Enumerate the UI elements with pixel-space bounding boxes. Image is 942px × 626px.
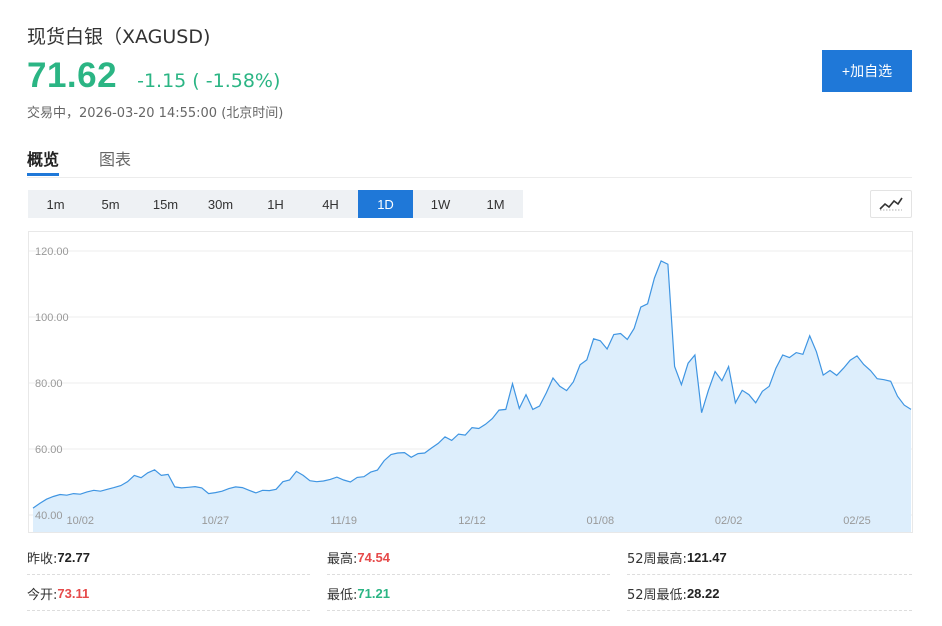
period-1w[interactable]: 1W bbox=[430, 196, 451, 212]
current-price: 71.62 bbox=[27, 56, 118, 95]
price-area-chart: 120.00 100.00 80.00 60.00 40.00 10/02 10/27 11… bbox=[29, 246, 912, 532]
stat-value: 121.47 bbox=[686, 549, 727, 565]
stat-label: 52周最高: bbox=[627, 551, 687, 567]
stat-value: 28.22 bbox=[686, 585, 720, 601]
period-4h[interactable]: 4H bbox=[322, 196, 339, 212]
period-1mo[interactable]: 1M bbox=[486, 196, 505, 212]
stat-label: 最低: bbox=[327, 587, 358, 603]
y-tick-label: 100.00 bbox=[35, 312, 69, 324]
stat-value: 74.54 bbox=[357, 549, 390, 565]
tab-bar: 概览 图表 bbox=[27, 142, 912, 178]
stat-label: 52周最低: bbox=[627, 587, 687, 603]
x-tick-label: 12/12 bbox=[458, 515, 486, 527]
y-tick-label: 80.00 bbox=[35, 378, 63, 390]
trading-status: 交易中，2026-03-20 14:55:00 (北京时间) bbox=[27, 106, 284, 121]
period-1h[interactable]: 1H bbox=[267, 196, 284, 212]
period-5m[interactable]: 5m bbox=[101, 196, 120, 212]
stat-high: 最高: 74.54 bbox=[327, 540, 610, 575]
period-15m[interactable]: 15m bbox=[152, 196, 179, 212]
x-tick-label: 01/08 bbox=[587, 515, 615, 527]
tab-overview[interactable]: 概览 bbox=[27, 146, 60, 176]
stat-low: 最低: 71.21 bbox=[327, 576, 610, 611]
y-tick-label: 60.00 bbox=[35, 444, 63, 456]
x-tick-label: 02/25 bbox=[843, 515, 871, 527]
stat-label: 昨收: bbox=[27, 551, 58, 567]
period-selector: 1m 5m 15m 30m 1H 4H 1D 1W 1M bbox=[28, 190, 523, 218]
stat-52w-high: 52周最高: 121.47 bbox=[627, 540, 912, 575]
price-line bbox=[32, 260, 912, 509]
stat-label: 今开: bbox=[27, 587, 58, 603]
y-tick-label: 40.00 bbox=[35, 510, 63, 522]
x-tick-label: 02/02 bbox=[715, 515, 743, 527]
x-tick-label: 10/27 bbox=[202, 515, 230, 527]
period-1d[interactable]: 1D bbox=[358, 190, 413, 218]
period-30m[interactable]: 30m bbox=[207, 196, 234, 212]
stat-value: 72.77 bbox=[57, 549, 90, 565]
stat-label: 最高: bbox=[327, 551, 358, 567]
line-chart-icon bbox=[879, 197, 903, 211]
chart-type-button[interactable] bbox=[870, 190, 912, 218]
stat-open: 今开: 73.11 bbox=[27, 576, 310, 611]
stat-value: 71.21 bbox=[357, 585, 390, 601]
add-to-watchlist-button[interactable]: +加自选 bbox=[822, 50, 912, 92]
tab-chart[interactable]: 图表 bbox=[99, 150, 132, 169]
stats-grid: 昨收: 72.77 最高: 74.54 52周最高: 121.47 今开: 73… bbox=[27, 540, 912, 616]
price-area bbox=[33, 260, 911, 532]
y-tick-label: 120.00 bbox=[35, 246, 69, 258]
price-chart[interactable]: 120.00 100.00 80.00 60.00 40.00 10/02 10/27 11… bbox=[28, 231, 913, 533]
instrument-title: 现货白银（XAGUSD) bbox=[27, 26, 211, 48]
x-tick-label: 11/19 bbox=[330, 515, 357, 527]
stat-prev-close: 昨收: 72.77 bbox=[27, 540, 310, 575]
stat-52w-low: 52周最低: 28.22 bbox=[627, 576, 912, 611]
price-change: -1.15 ( -1.58%) bbox=[137, 70, 281, 92]
price-row: 71.62 -1.15 ( -1.58%) bbox=[27, 56, 280, 96]
x-tick-label: 10/02 bbox=[67, 515, 95, 527]
period-1m[interactable]: 1m bbox=[46, 196, 65, 212]
stat-value: 73.11 bbox=[57, 585, 90, 601]
